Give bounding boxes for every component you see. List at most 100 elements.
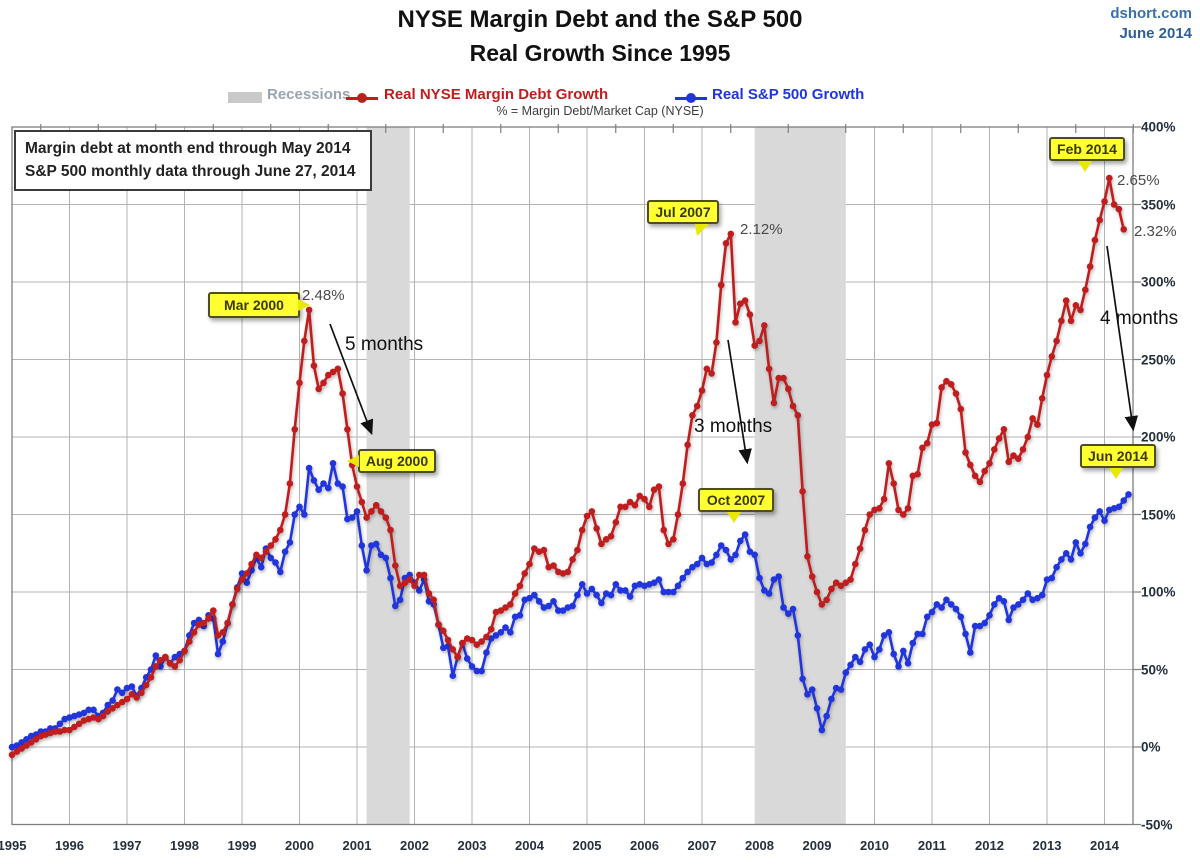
callout-jul-2007: Jul 2007 [647,200,719,224]
data-point-marker [195,616,203,624]
data-point-marker [305,464,313,472]
data-point-marker [368,508,375,515]
data-point-marker [943,377,950,385]
data-point-marker [765,590,773,597]
brand-date: June 2014 [1119,25,1192,42]
data-point-marker [358,498,366,506]
data-point-marker [267,542,275,549]
data-point-marker [785,610,792,617]
data-point-marker [799,488,806,495]
callout-tail [695,224,709,236]
data-point-marker [698,387,706,394]
data-point-marker [1034,421,1041,428]
callout-oct-2007: Oct 2007 [698,488,774,512]
data-point-marker [1010,604,1017,611]
data-point-marker [593,525,600,532]
data-point-marker [531,545,538,552]
data-point-marker [598,599,605,607]
data-point-marker [631,501,639,509]
data-point-marker [876,505,883,512]
data-point-marker [703,365,711,373]
data-point-marker [1005,616,1012,624]
data-point-marker [502,604,509,611]
data-point-marker [516,612,524,619]
callout-tail [347,455,359,467]
data-point-marker [626,593,634,600]
data-point-marker [550,598,557,605]
data-point-marker [353,483,361,490]
data-point-marker [301,337,308,345]
data-point-marker [329,460,337,467]
data-point-marker [147,674,155,681]
data-point-marker [1053,563,1060,571]
data-point-marker [957,613,965,621]
data-point-marker [1115,503,1123,511]
data-point-marker [986,612,993,619]
data-point-marker [243,570,251,577]
data-point-marker [535,598,543,605]
data-point-marker [468,663,476,670]
data-point-marker [123,695,131,703]
data-point-marker [1120,497,1127,504]
data-point-marker [947,601,955,608]
data-point-marker [708,370,715,377]
data-point-marker [1048,574,1056,582]
data-point-marker [430,596,438,604]
data-point-marker [114,686,121,693]
data-point-marker [813,588,821,596]
callout-mar-2000: Mar 2000 [208,292,300,318]
data-point-marker [468,636,476,644]
data-point-marker [823,596,830,604]
data-point-marker [828,585,835,593]
data-point-marker [1043,371,1051,379]
x-axis-tick-label: 2013 [1032,838,1062,853]
data-point-marker [761,322,768,329]
data-point-marker [900,647,907,655]
data-point-marker [1077,550,1084,557]
data-point-marker [1058,317,1065,325]
data-point-marker [1077,306,1084,314]
data-point-marker [545,602,552,610]
data-point-marker [1000,426,1008,433]
data-point-marker [928,608,936,616]
data-point-marker [1029,415,1036,422]
data-point-marker [789,402,797,410]
chart-plot-area [8,124,1141,826]
data-point-marker [1096,216,1103,224]
y-axis-tick-label: 350% [1141,197,1176,212]
data-point-marker [991,446,998,453]
data-point-marker [981,467,988,475]
data-point-marker [1019,596,1027,604]
data-point-marker [919,444,926,452]
data-point-marker [852,560,859,568]
data-point-marker [272,536,279,543]
data-point-marker [1015,455,1022,463]
lag-span-label: 4 months [1100,308,1179,329]
data-point-marker [689,563,696,571]
plot-border [11,126,1134,826]
data-point-marker [679,480,687,487]
data-point-marker [626,498,634,506]
data-point-marker [684,568,691,576]
data-point-marker [339,483,346,490]
data-point-marker [598,540,605,548]
data-point-marker [487,625,495,633]
y-axis-tick-label: 300% [1141,274,1176,290]
data-point-marker [751,551,758,559]
data-point-marker [890,650,897,658]
data-point-marker [157,656,164,664]
data-point-marker [646,503,653,511]
data-coverage-note: Margin debt at month end through May 201… [14,130,372,191]
data-point-marker [885,460,893,467]
data-point-marker [257,554,265,562]
data-point-marker [962,630,969,638]
y-axis-tick-label: 50% [1141,662,1169,677]
data-point-marker [842,669,850,676]
axis-ticks [40,124,1141,826]
data-point-marker [152,652,160,659]
data-point-marker [118,689,126,697]
data-point-marker [233,585,241,593]
data-point-marker [1086,263,1094,270]
data-point-marker [1058,556,1065,563]
data-point-marker [166,660,174,667]
